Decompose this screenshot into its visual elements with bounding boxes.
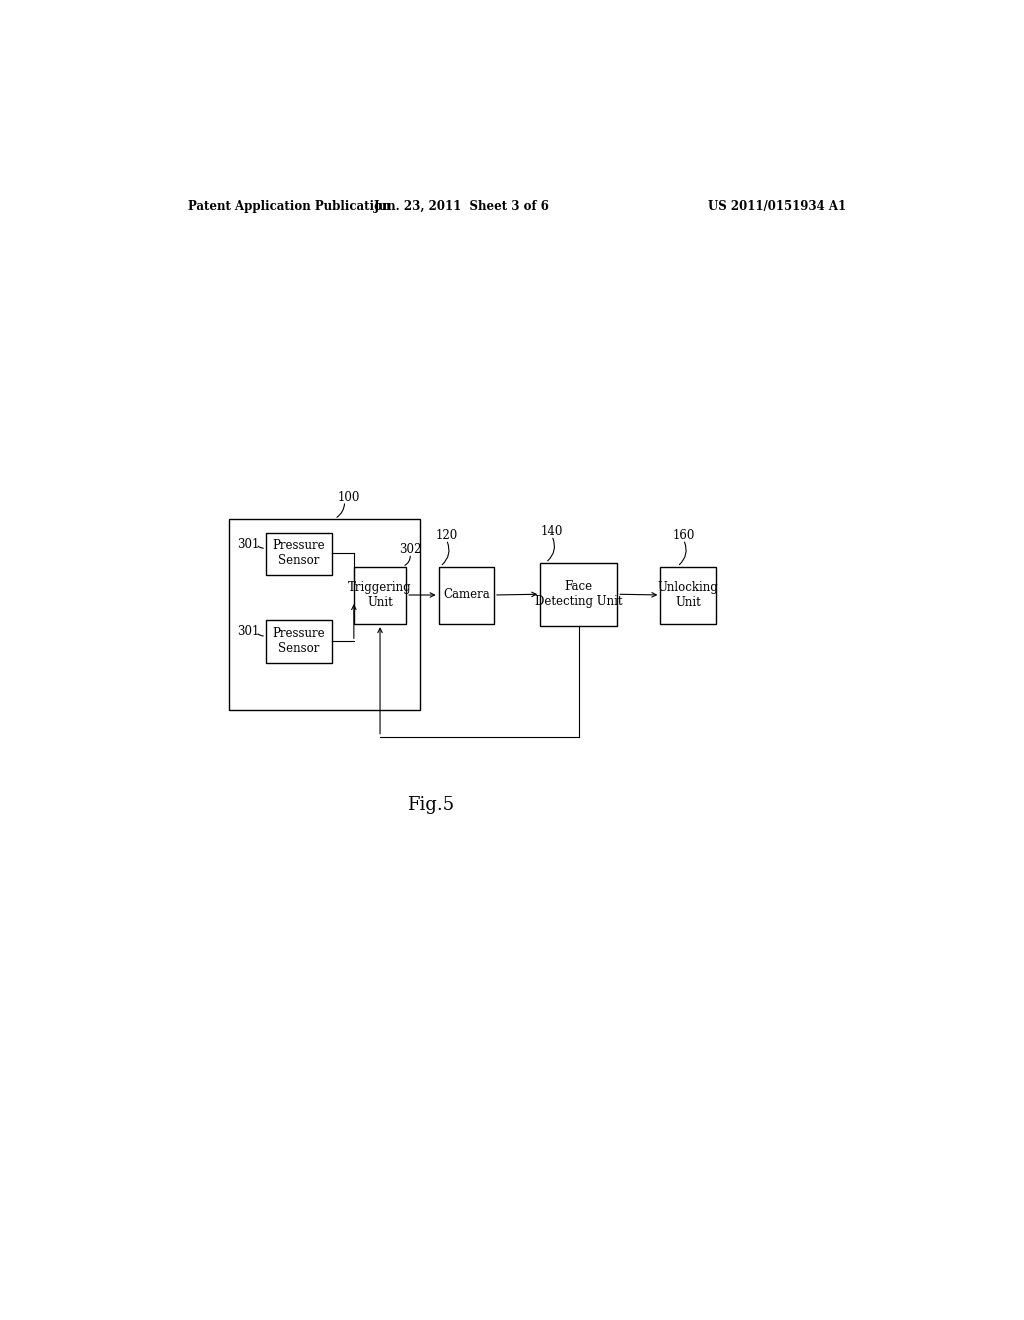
Text: Fig.5: Fig.5 [408,796,455,814]
Text: Patent Application Publication: Patent Application Publication [188,199,391,213]
Text: Camera: Camera [443,589,489,602]
Text: 301: 301 [237,537,259,550]
Bar [541,562,617,626]
Text: Unlocking
Unit: Unlocking Unit [657,581,719,609]
Text: Face
Detecting Unit: Face Detecting Unit [535,581,623,609]
Text: Pressure
Sensor: Pressure Sensor [272,540,325,568]
Text: 160: 160 [672,529,694,543]
Bar [660,566,716,624]
Text: 302: 302 [399,543,421,556]
Text: 100: 100 [337,491,359,504]
Text: US 2011/0151934 A1: US 2011/0151934 A1 [708,199,846,213]
Text: 140: 140 [541,525,563,539]
Text: 301: 301 [237,626,259,639]
Text: 120: 120 [435,529,458,543]
Bar [229,519,420,710]
Bar [266,532,332,576]
Text: Triggering
Unit: Triggering Unit [348,581,412,609]
Bar [354,566,407,624]
Text: Pressure
Sensor: Pressure Sensor [272,627,325,655]
Text: Jun. 23, 2011  Sheet 3 of 6: Jun. 23, 2011 Sheet 3 of 6 [374,199,550,213]
Bar [266,620,332,663]
Bar [438,566,494,624]
